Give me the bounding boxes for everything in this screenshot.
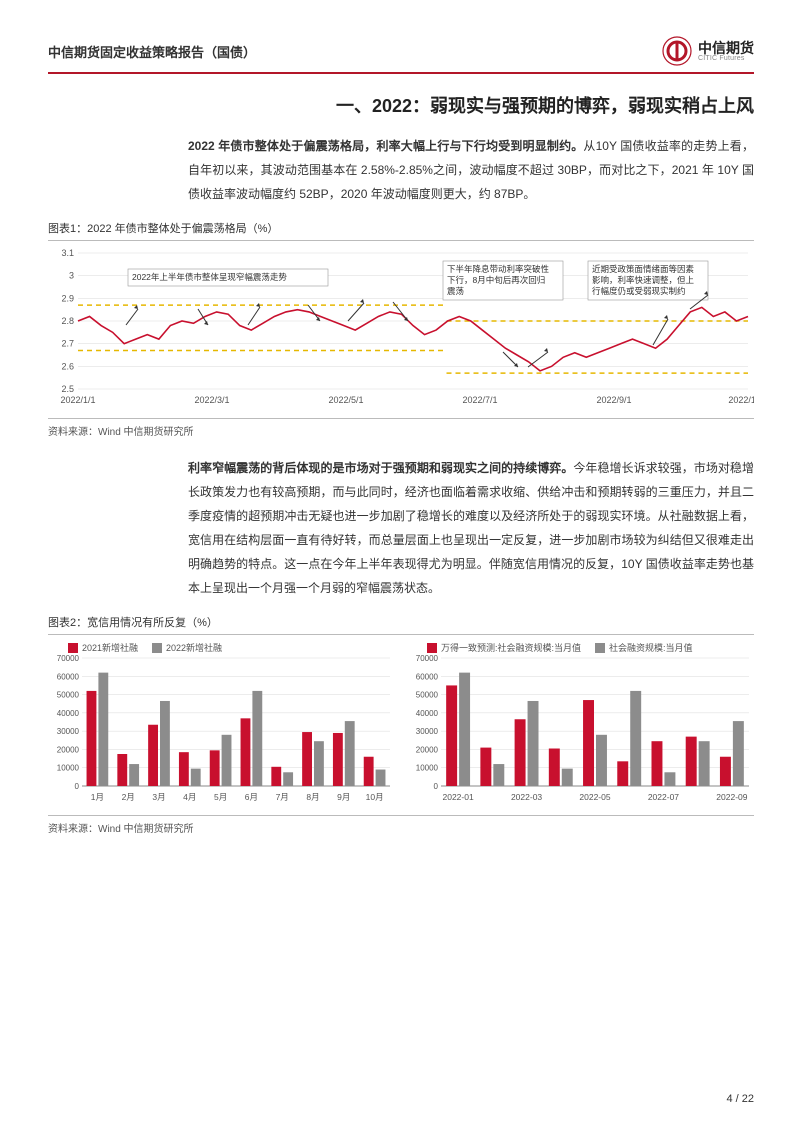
paragraph-1: 2022 年债市整体处于偏震荡格局，利率大幅上行与下行均受到明显制约。从10Y … — [188, 134, 754, 206]
svg-text:2022/1/1: 2022/1/1 — [60, 395, 95, 405]
legend-swatch-b — [595, 643, 605, 653]
brand-logo: 中信期货 CITIC Futures — [662, 36, 754, 66]
svg-text:2022-03: 2022-03 — [511, 792, 542, 802]
svg-text:6月: 6月 — [245, 792, 258, 802]
citic-icon — [662, 36, 692, 66]
svg-text:2.7: 2.7 — [61, 339, 74, 349]
svg-text:2022年上半年债市整体呈现窄幅震荡走势: 2022年上半年债市整体呈现窄幅震荡走势 — [132, 272, 287, 282]
legend-swatch-b — [152, 643, 162, 653]
svg-text:2022/9/1: 2022/9/1 — [596, 395, 631, 405]
para2-rest: 今年稳增长诉求较强，市场对稳增长政策发力也有较高预期，而与此同时，经济也面临着需… — [188, 461, 754, 595]
svg-text:下半年降息带动利率突破性: 下半年降息带动利率突破性 — [447, 264, 550, 274]
legend-label: 2022新增社融 — [166, 641, 222, 654]
svg-text:3月: 3月 — [152, 792, 165, 802]
legend-swatch-a — [68, 643, 78, 653]
page-current: 4 — [726, 1093, 732, 1105]
svg-text:20000: 20000 — [57, 745, 80, 754]
svg-text:0: 0 — [434, 782, 439, 791]
svg-text:2.9: 2.9 — [61, 293, 74, 303]
svg-text:50000: 50000 — [416, 691, 439, 700]
svg-text:2022-01: 2022-01 — [443, 792, 474, 802]
page-sep: / — [736, 1093, 739, 1105]
svg-text:20000: 20000 — [416, 745, 439, 754]
svg-text:3.1: 3.1 — [61, 248, 74, 258]
svg-text:10月: 10月 — [366, 792, 384, 802]
svg-text:0: 0 — [75, 782, 80, 791]
svg-text:下行，8月中旬后再次回归: 下行，8月中旬后再次回归 — [447, 275, 545, 285]
header-divider — [48, 72, 754, 74]
svg-text:震荡: 震荡 — [447, 286, 465, 296]
legend-label: 万得一致预测:社会融资规模:当月值 — [441, 641, 581, 654]
svg-text:2.5: 2.5 — [61, 384, 74, 394]
svg-text:50000: 50000 — [57, 691, 80, 700]
svg-text:5月: 5月 — [214, 792, 227, 802]
fig2-caption: 图表2：宽信用情况有所反复（%） — [48, 614, 754, 635]
section-heading: 一、2022：弱现实与强预期的博弈，弱现实稍占上风 — [48, 92, 754, 118]
svg-text:40000: 40000 — [57, 709, 80, 718]
svg-text:2022/3/1: 2022/3/1 — [194, 395, 229, 405]
svg-text:2.8: 2.8 — [61, 316, 74, 326]
svg-text:10000: 10000 — [416, 764, 439, 773]
page-total: 22 — [742, 1093, 754, 1105]
svg-text:60000: 60000 — [416, 672, 439, 681]
fig1-caption: 图表1：2022 年债市整体处于偏震荡格局（%） — [48, 220, 754, 241]
svg-text:2022-09: 2022-09 — [716, 792, 747, 802]
logo-text-cn: 中信期货 — [698, 41, 754, 55]
svg-text:30000: 30000 — [57, 727, 80, 736]
fig1-source: 资料来源：Wind 中信期货研究所 — [48, 418, 754, 438]
svg-text:3: 3 — [69, 271, 74, 281]
svg-text:8月: 8月 — [306, 792, 319, 802]
svg-text:近期受政策面情绪面等因素: 近期受政策面情绪面等因素 — [592, 264, 695, 274]
page-footer: 4 / 22 — [726, 1093, 754, 1105]
paragraph-2: 利率窄幅震荡的背后体现的是市场对于强预期和弱现实之间的持续博弈。今年稳增长诉求较… — [188, 456, 754, 600]
legend-swatch-a — [427, 643, 437, 653]
svg-text:2月: 2月 — [122, 792, 135, 802]
para1-bold: 2022 年债市整体处于偏震荡格局，利率大幅上行与下行均受到明显制约。 — [188, 139, 583, 153]
svg-text:30000: 30000 — [416, 727, 439, 736]
svg-text:7月: 7月 — [276, 792, 289, 802]
legend-label: 2021新增社融 — [82, 641, 138, 654]
fig2-source: 资料来源：Wind 中信期货研究所 — [48, 815, 754, 835]
svg-text:40000: 40000 — [416, 709, 439, 718]
svg-text:4月: 4月 — [183, 792, 196, 802]
svg-text:影响，利率快速调整，但上: 影响，利率快速调整，但上 — [592, 275, 695, 285]
svg-text:10000: 10000 — [57, 764, 80, 773]
legend-label: 社会融资规模:当月值 — [609, 641, 693, 654]
svg-text:2022-05: 2022-05 — [579, 792, 610, 802]
para2-bold: 利率窄幅震荡的背后体现的是市场对于强预期和弱现实之间的持续博弈。 — [188, 461, 573, 475]
svg-text:2022-07: 2022-07 — [648, 792, 679, 802]
svg-text:70000: 70000 — [416, 654, 439, 663]
fig1-chart: 2.5 2.6 2.7 2.8 2.9 3 3.1 2022/1/1 2022/3/1 2022/… — [48, 247, 754, 412]
svg-text:2.6: 2.6 — [61, 361, 74, 371]
svg-text:2022/7/1: 2022/7/1 — [462, 395, 497, 405]
svg-text:1月: 1月 — [91, 792, 104, 802]
svg-text:9月: 9月 — [337, 792, 350, 802]
fig2-right-chart: 万得一致预测:社会融资规模:当月值 社会融资规模:当月值 0 10000 20000… — [407, 641, 754, 809]
svg-text:60000: 60000 — [57, 672, 80, 681]
report-header-title: 中信期货固定收益策略报告（国债） — [48, 42, 256, 61]
svg-text:行幅度仍或受弱现实制约: 行幅度仍或受弱现实制约 — [592, 286, 686, 296]
fig2-left-chart: 2021新增社融 2022新增社融 0 10000 20000 30000 40000 5… — [48, 641, 395, 809]
svg-text:2022/11/1: 2022/11/1 — [728, 395, 754, 405]
svg-text:2022/5/1: 2022/5/1 — [328, 395, 363, 405]
logo-text-en: CITIC Futures — [698, 55, 754, 62]
svg-text:70000: 70000 — [57, 654, 80, 663]
